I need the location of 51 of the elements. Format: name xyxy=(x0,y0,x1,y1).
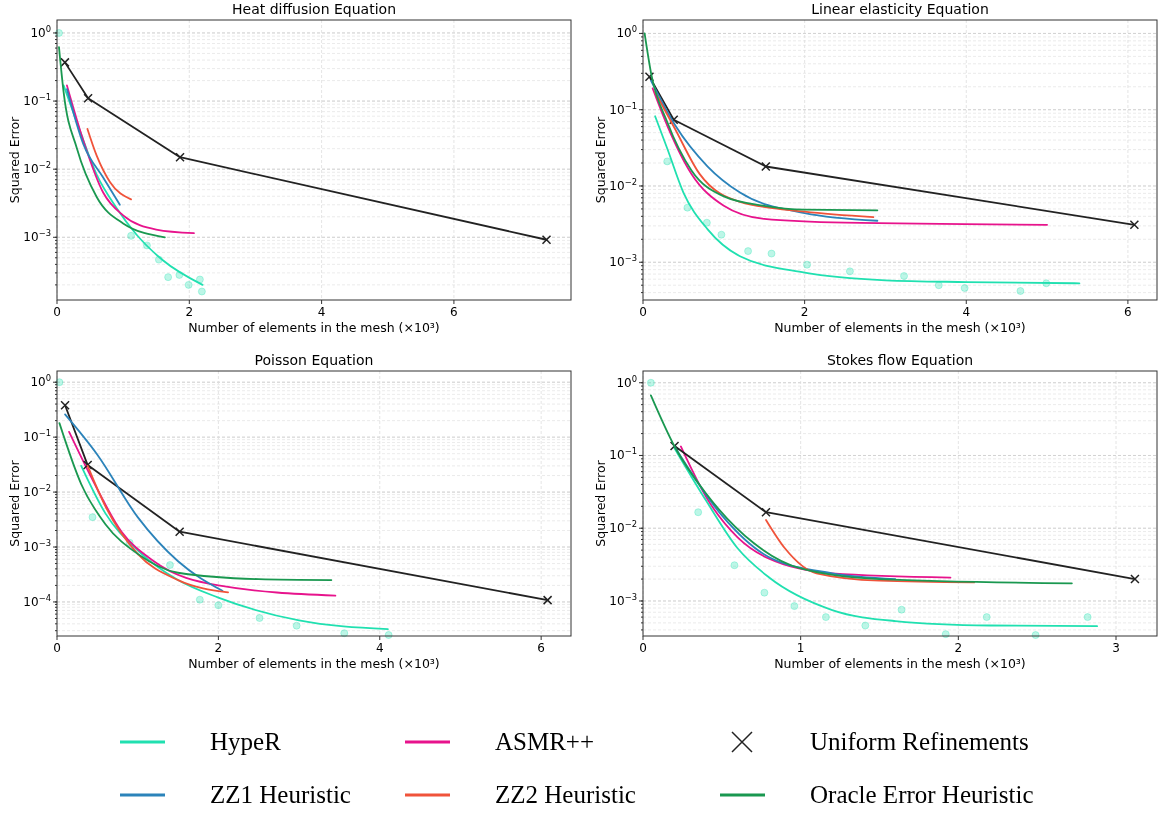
y-tick-label: 10$^{−3}$ xyxy=(23,538,51,555)
x-axis-title: Number of elements in the mesh (×10³) xyxy=(774,320,1026,335)
x-tick-label: 2 xyxy=(214,641,223,655)
y-tick-label: 10$^{0}$ xyxy=(30,23,51,40)
x-tick-label: 6 xyxy=(1124,305,1132,319)
x-axis-title: Number of elements in the mesh (×10³) xyxy=(774,656,1026,671)
y-tick-label: 10$^{−2}$ xyxy=(23,483,51,500)
legend-label: Uniform Refinements xyxy=(810,728,1029,755)
y-axis-title: Squared Error xyxy=(7,459,22,547)
y-axis-title: Squared Error xyxy=(593,459,608,547)
chart-title: Heat diffusion Equation xyxy=(231,1,397,17)
y-tick-label: 10$^{0}$ xyxy=(616,373,637,390)
x-tick-label: 6 xyxy=(450,305,458,319)
legend-label: ZZ1 Heuristic xyxy=(210,781,351,808)
x-tick-label: 0 xyxy=(639,641,647,655)
y-tick-label: 10$^{−2}$ xyxy=(609,519,637,536)
y-tick-label: 10$^{−2}$ xyxy=(23,160,51,177)
x-tick-label: 0 xyxy=(53,641,61,655)
legend-label: ASMR++ xyxy=(495,728,595,755)
chart-title: Poisson Equation xyxy=(254,352,374,368)
x-tick-label: 2 xyxy=(185,305,194,319)
chart-title: Linear elasticity Equation xyxy=(811,1,989,17)
y-tick-label: 10$^{−3}$ xyxy=(23,228,51,245)
y-axis-title: Squared Error xyxy=(7,115,22,204)
x-tick-label: 4 xyxy=(375,641,384,655)
x-tick-label: 4 xyxy=(962,305,971,319)
x-tick-label: 6 xyxy=(537,641,545,655)
y-tick-label: 10$^{−2}$ xyxy=(609,176,637,193)
y-tick-label: 10$^{−1}$ xyxy=(23,92,51,109)
x-tick-label: 0 xyxy=(639,305,647,319)
y-tick-label: 10$^{−1}$ xyxy=(609,100,637,117)
x-tick-label: 1 xyxy=(796,641,805,655)
legend-label: HypeR xyxy=(210,728,282,755)
x-tick-label: 4 xyxy=(317,305,326,319)
y-tick-label: 10$^{−3}$ xyxy=(609,253,637,270)
y-tick-label: 10$^{0}$ xyxy=(30,373,51,390)
x-axis-title: Number of elements in the mesh (×10³) xyxy=(188,656,440,671)
x-tick-label: 3 xyxy=(1112,641,1120,655)
y-tick-label: 10$^{−1}$ xyxy=(23,428,51,445)
y-tick-label: 10$^{−4}$ xyxy=(23,592,51,609)
x-axis-title: Number of elements in the mesh (×10³) xyxy=(188,320,440,335)
y-axis-title: Squared Error xyxy=(593,115,608,204)
x-tick-label: 0 xyxy=(53,305,61,319)
legend-label: ZZ2 Heuristic xyxy=(495,781,636,808)
x-tick-label: 2 xyxy=(800,305,809,319)
y-tick-label: 10$^{−1}$ xyxy=(609,446,637,463)
chart-title: Stokes flow Equation xyxy=(826,352,974,368)
legend-label: Oracle Error Heuristic xyxy=(810,781,1034,808)
y-tick-label: 10$^{−3}$ xyxy=(609,591,637,608)
x-tick-label: 2 xyxy=(954,641,963,655)
y-tick-label: 10$^{0}$ xyxy=(616,24,637,41)
